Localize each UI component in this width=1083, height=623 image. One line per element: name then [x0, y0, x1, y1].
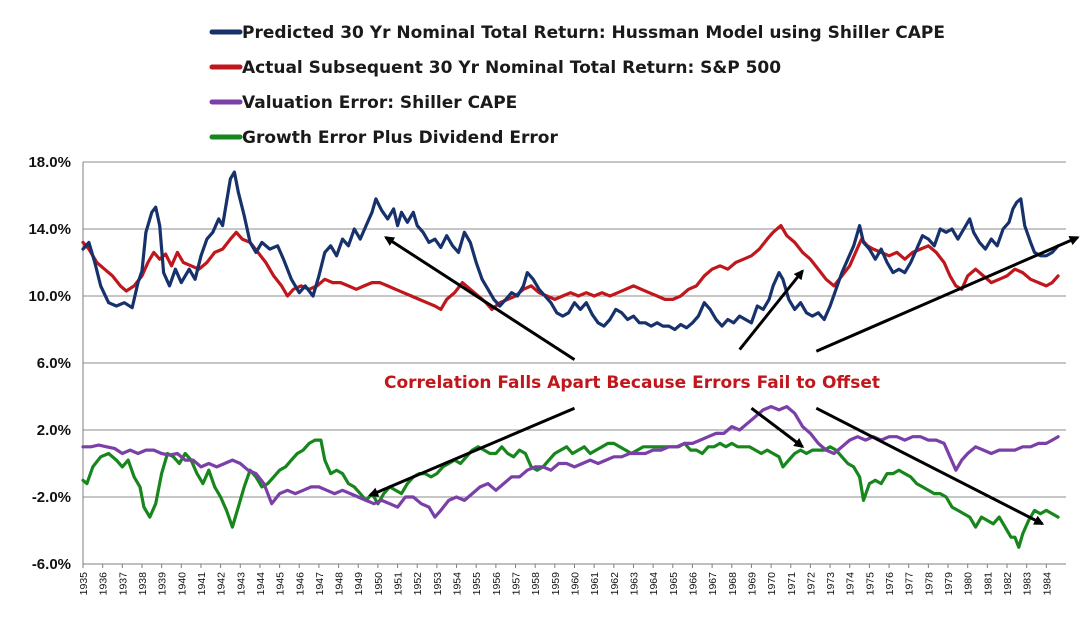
x-tick-label: 1976: [884, 572, 896, 596]
legend-label: Valuation Error: Shiller CAPE: [242, 93, 517, 113]
x-tick-label: 1952: [412, 572, 424, 596]
y-tick-label: -2.0%: [32, 489, 71, 506]
y-tick-label: 10.0%: [28, 288, 71, 305]
annotations: Correlation Falls Apart Because Errors F…: [368, 235, 1080, 526]
x-tick-label: 1967: [707, 572, 719, 596]
x-tick-label: 1961: [589, 572, 601, 596]
legend-label: Predicted 30 Yr Nominal Total Return: Hu…: [242, 23, 945, 43]
y-tick-label: 2.0%: [37, 422, 71, 439]
x-tick-label: 1951: [393, 572, 405, 596]
legend-label: Growth Error Plus Dividend Error: [242, 128, 558, 148]
x-tick-label: 1944: [255, 572, 267, 596]
x-tick-label: 1955: [471, 572, 483, 596]
x-tick-label: 1943: [235, 572, 247, 596]
annotation-arrow: [750, 407, 805, 448]
annotation-arrow: [815, 406, 1045, 526]
legend-label: Actual Subsequent 30 Yr Nominal Total Re…: [242, 58, 781, 78]
x-tick-label: 1958: [530, 572, 542, 596]
annotation-arrow: [384, 236, 576, 361]
x-tick-label: 1966: [687, 572, 699, 596]
gridlines: [83, 161, 1066, 565]
x-tick-label: 1969: [746, 572, 758, 596]
x-tick-label: 1981: [982, 572, 994, 596]
x-tick-label: 1948: [334, 572, 346, 596]
x-tick-label: 1950: [373, 572, 385, 596]
x-tick-label: 1937: [117, 572, 129, 596]
x-tick-label: 1940: [176, 572, 188, 596]
x-tick-label: 1962: [609, 572, 621, 596]
series-line-2: [81, 405, 1060, 519]
series-lines: [81, 170, 1060, 549]
x-tick-label: 1983: [1022, 572, 1034, 596]
x-tick-label: 1977: [904, 572, 916, 596]
x-tick-label: 1971: [786, 572, 798, 596]
legend: Predicted 30 Yr Nominal Total Return: Hu…: [209, 23, 945, 148]
x-tick-label: 1945: [275, 572, 287, 596]
x-tick-label: 1935: [78, 572, 90, 596]
x-tick-label: 1960: [570, 572, 582, 596]
x-tick-label: 1968: [727, 572, 739, 596]
x-tick-label: 1973: [825, 572, 837, 596]
series-line-0: [81, 170, 1060, 332]
x-tick-label: 1982: [1002, 572, 1014, 596]
x-tick-label: 1957: [511, 572, 523, 596]
y-tick-label: -6.0%: [32, 556, 71, 573]
x-tick-label: 1980: [963, 572, 975, 596]
y-tick-label: 6.0%: [37, 355, 71, 372]
annotation-arrow: [368, 406, 576, 497]
x-tick-label: 1975: [864, 572, 876, 596]
x-tick-label: 1954: [452, 572, 464, 596]
x-tick-label: 1949: [353, 572, 365, 596]
x-tick-label: 1972: [805, 572, 817, 596]
annotation-arrow: [738, 269, 804, 351]
x-tick-label: 1946: [294, 572, 306, 596]
x-tick-label: 1936: [98, 572, 110, 596]
x-tick-label: 1970: [766, 572, 778, 596]
y-tick-label: 18.0%: [28, 154, 71, 171]
x-tick-label: 1965: [668, 572, 680, 596]
axes: 18.0% 14.0% 10.0% 6.0% 2.0% -2.0% -6.0% 1935 193…: [28, 154, 1066, 595]
x-tick-label: 1964: [648, 572, 660, 596]
x-tick-label: 1956: [491, 572, 503, 596]
x-tick-label: 1963: [628, 572, 640, 596]
x-tick-label: 1939: [157, 572, 169, 596]
x-tick-label: 1979: [943, 572, 955, 596]
series-line-1: [81, 224, 1060, 311]
series-line-3: [81, 438, 1060, 549]
x-tick-label: 1942: [216, 572, 228, 596]
x-tick-label: 1947: [314, 572, 326, 596]
x-tick-label: 1984: [1041, 572, 1053, 596]
x-tick-label: 1978: [923, 572, 935, 596]
x-tick-label: 1938: [137, 572, 149, 596]
x-tick-label: 1941: [196, 572, 208, 596]
x-tick-label: 1974: [845, 572, 857, 596]
y-tick-label: 14.0%: [28, 221, 71, 238]
annotation-arrow: [815, 235, 1080, 353]
x-tick-label: 1953: [432, 572, 444, 596]
annotation-text: Correlation Falls Apart Because Errors F…: [384, 373, 880, 393]
x-tick-label: 1959: [550, 572, 562, 596]
